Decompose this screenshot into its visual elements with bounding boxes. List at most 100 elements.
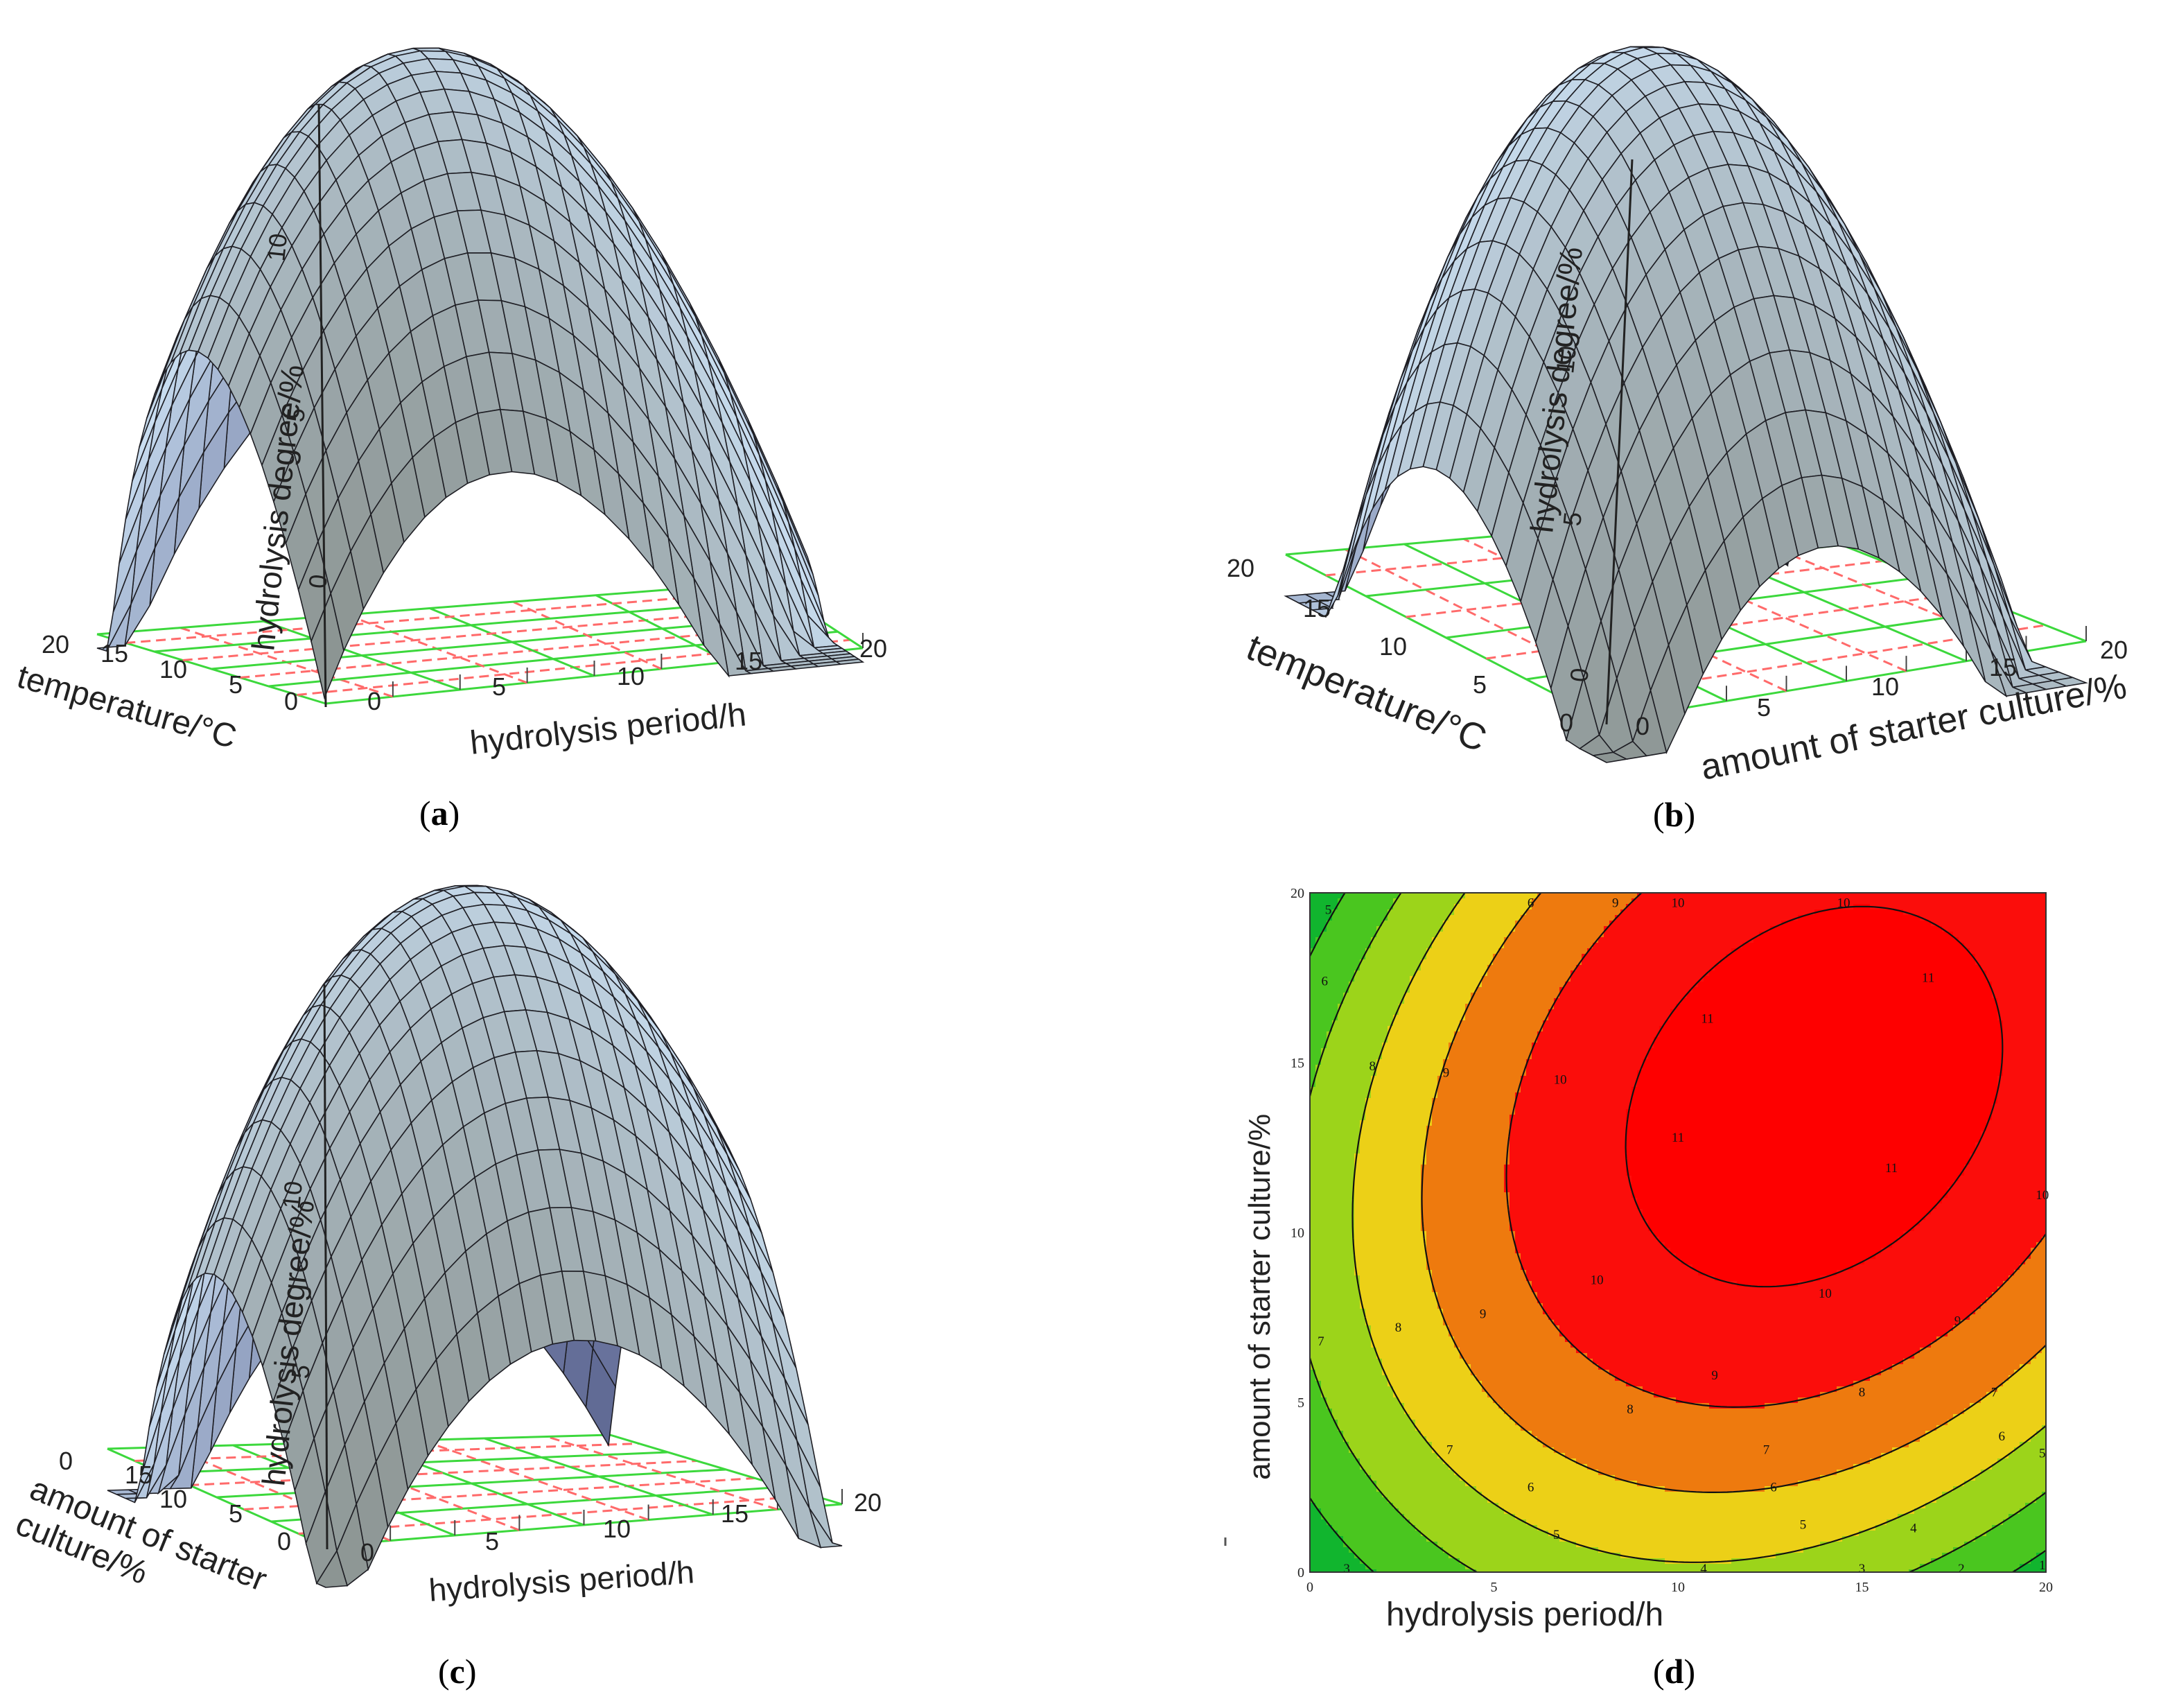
contour-cell [1421, 1475, 1427, 1481]
contour-cell [1449, 998, 1455, 1004]
contour-cell [1376, 1320, 1383, 1326]
contour-cell [1332, 1336, 1338, 1343]
contour-cell [1421, 1087, 1427, 1093]
contour-cell [1349, 1165, 1355, 1171]
contour-cell [1360, 1331, 1366, 1337]
contour-cell [1327, 1009, 1333, 1016]
contour-cell [1421, 1287, 1427, 1293]
contour-cell [1410, 1414, 1416, 1420]
contour-cell [1382, 1070, 1388, 1077]
contour-cell [1443, 1475, 1449, 1481]
contour-cell [1360, 1137, 1366, 1143]
contour-cell [1338, 1275, 1344, 1282]
contour-cell [1321, 1070, 1327, 1077]
contour-cell [1321, 1253, 1327, 1260]
contour-cell [1404, 1098, 1410, 1104]
contour-cell [1426, 1364, 1433, 1370]
contour-cell [1327, 1353, 1333, 1359]
contour-cell [1415, 1126, 1421, 1132]
contour-cell [1404, 1447, 1410, 1454]
contour-cell [1315, 1531, 1322, 1537]
contour-cell [1343, 943, 1349, 949]
contour-cell [1354, 1403, 1360, 1409]
contour-cell [1354, 1442, 1360, 1448]
contour-cell [1404, 1275, 1410, 1282]
contour-cell [1332, 1237, 1338, 1243]
contour-cell [1426, 1031, 1433, 1038]
contour-cell [1382, 1531, 1388, 1537]
contour-cell [1343, 937, 1349, 943]
contour-cell [1404, 932, 1410, 938]
floor-grid-line [96, 581, 763, 636]
contour-cell [1343, 1386, 1349, 1393]
contour-cell [1449, 1109, 1455, 1115]
contour-cell [1421, 1031, 1427, 1038]
contour-cell [1399, 982, 1405, 988]
contour-cell [1399, 1248, 1405, 1254]
contour-cell [1426, 1342, 1433, 1348]
contour-cell [1365, 1409, 1372, 1415]
contour-cell [1360, 965, 1366, 971]
contour-cell [1315, 959, 1322, 966]
contour-cell [1349, 1070, 1355, 1077]
contour-cell [1415, 904, 1421, 910]
contour-cell [1415, 1531, 1421, 1537]
contour-cell [1343, 1104, 1349, 1110]
contour-cell [1332, 1109, 1338, 1115]
contour-cell [1365, 1043, 1372, 1049]
contour-cell [1365, 1553, 1372, 1559]
contour-cell [1449, 898, 1455, 905]
contour-cell [1310, 1547, 1316, 1553]
contour-cell [1410, 1331, 1416, 1337]
contour-cell [1338, 993, 1344, 999]
floor-grid-line [182, 606, 800, 661]
contour-cell [1382, 1492, 1388, 1498]
contour-cell [1371, 1508, 1377, 1515]
contour-cell [1449, 932, 1455, 938]
contour-cell [1349, 1508, 1355, 1515]
contour-cell [1332, 1525, 1338, 1531]
contour-cell [1437, 943, 1444, 949]
contour-cell [1393, 959, 1399, 966]
contour-cell [1354, 1176, 1360, 1182]
contour-cell [1360, 926, 1366, 932]
contour-cell [1410, 1364, 1416, 1370]
contour-cell [1399, 1176, 1405, 1182]
contour-cell [1365, 1348, 1372, 1354]
contour-cell [1321, 1192, 1327, 1199]
contour-cell [1393, 1192, 1399, 1199]
contour-cell [1360, 1176, 1366, 1182]
contour-cell [1349, 1331, 1355, 1337]
contour-cell [1360, 1431, 1366, 1437]
contour-cell [1399, 1442, 1405, 1448]
contour-cell [1376, 1165, 1383, 1171]
contour-cell [1426, 1386, 1433, 1393]
contour-cell [1315, 1370, 1322, 1376]
contour-cell [1338, 982, 1344, 988]
contour-cell [1415, 937, 1421, 943]
contour-cell [1410, 1170, 1416, 1176]
contour-cell [1382, 1386, 1388, 1393]
contour-cell [1365, 959, 1372, 966]
panel-a-x-tick: 0 [284, 687, 298, 715]
contour-cell [1443, 1237, 1449, 1243]
contour-cell [1432, 1115, 1438, 1121]
contour-cell [1315, 921, 1322, 927]
contour-cell [1321, 1348, 1327, 1354]
contour-cell [1332, 1298, 1338, 1304]
contour-cell [1310, 1392, 1316, 1398]
contour-cell [1349, 1486, 1355, 1492]
contour-cell [1443, 1098, 1449, 1104]
contour-cell [1415, 1403, 1421, 1409]
contour-cell [1327, 1508, 1333, 1515]
contour-cell [1388, 1364, 1394, 1370]
contour-cell [1410, 1009, 1416, 1016]
contour-cell [1421, 1320, 1427, 1326]
contour-cell [1349, 1159, 1355, 1165]
contour-cell [1410, 1226, 1416, 1232]
contour-cell [1388, 1292, 1394, 1298]
contour-cell [1437, 1104, 1444, 1110]
contour-cell [1343, 1475, 1349, 1481]
contour-cell [1443, 1497, 1449, 1504]
contour-cell [1443, 921, 1449, 927]
